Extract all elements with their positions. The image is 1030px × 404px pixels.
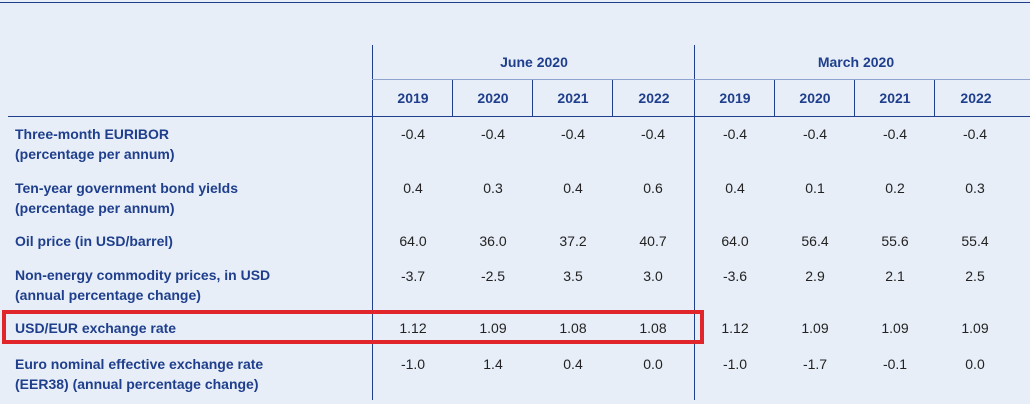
table-cell: 64.0 <box>721 233 749 249</box>
table-cell: 1.09 <box>801 320 829 336</box>
table-cell: 3.0 <box>643 268 663 284</box>
table-cell: -1.0 <box>400 356 426 372</box>
table-cell: 0.4 <box>403 180 423 196</box>
table-cell: 1.09 <box>479 320 507 336</box>
year-header: 2020 <box>799 90 831 106</box>
table-cell: 0.4 <box>563 180 583 196</box>
table-cell: 2.5 <box>965 268 985 284</box>
year-header: 2019 <box>397 90 429 106</box>
year-header: 2022 <box>638 90 670 106</box>
row-title: Ten-year government bond yields <box>15 180 239 196</box>
table-cell: -0.4 <box>480 126 506 142</box>
header-underline <box>8 116 1030 117</box>
year-header: 2019 <box>719 90 751 106</box>
year-header: 2021 <box>557 90 589 106</box>
table-cell: -1.0 <box>722 356 748 372</box>
table-cell: 0.1 <box>805 180 825 196</box>
table-cell: -0.4 <box>962 126 988 142</box>
table-cell: 2.9 <box>805 268 825 284</box>
table-cell: 64.0 <box>399 233 427 249</box>
main-divider <box>372 45 373 400</box>
table-cell: 55.6 <box>881 233 909 249</box>
table-cell: -0.4 <box>722 126 748 142</box>
row-subtitle: (percentage per annum) <box>15 146 175 162</box>
table-cell: 0.0 <box>643 356 663 372</box>
table-cell: -2.5 <box>480 268 506 284</box>
table-cell: 0.0 <box>965 356 985 372</box>
row-subtitle: (annual percentage change) <box>15 287 201 303</box>
year-divider <box>854 80 855 116</box>
year-divider <box>934 80 935 116</box>
year-divider <box>452 80 453 116</box>
row-label-bond-yields: Ten-year government bond yields (percent… <box>15 178 238 218</box>
table-cell: 1.08 <box>639 320 667 336</box>
year-header: 2020 <box>477 90 509 106</box>
table-cell: -1.7 <box>802 356 828 372</box>
group-header-march-2020: March 2020 <box>817 54 895 70</box>
group-header-june-2020: June 2020 <box>500 54 568 70</box>
row-label-oil-price: Oil price (in USD/barrel) <box>15 231 173 251</box>
table-cell: 2.1 <box>885 268 905 284</box>
row-title: Euro nominal effective exchange rate <box>15 356 264 372</box>
table-cell: -0.4 <box>400 126 426 142</box>
table-cell: 0.4 <box>725 180 745 196</box>
top-rule <box>0 2 1030 3</box>
row-title: Non-energy commodity prices, in USD <box>15 267 271 283</box>
row-subtitle: (percentage per annum) <box>15 200 175 216</box>
year-header: 2022 <box>960 90 992 106</box>
row-label-usd-eur: USD/EUR exchange rate <box>15 318 176 338</box>
table-cell: 0.2 <box>885 180 905 196</box>
table-cell: 37.2 <box>559 233 587 249</box>
table-cell: 36.0 <box>479 233 507 249</box>
year-divider <box>774 80 775 116</box>
table-cell: 3.5 <box>563 268 583 284</box>
table-cell: 56.4 <box>801 233 829 249</box>
table-cell: 1.09 <box>961 320 989 336</box>
year-divider <box>612 80 613 116</box>
row-label-euro-eer: Euro nominal effective exchange rate (EE… <box>15 354 263 394</box>
table-cell: 1.08 <box>559 320 587 336</box>
table-cell: 0.6 <box>643 180 663 196</box>
year-divider <box>532 80 533 116</box>
table-cell: -0.4 <box>802 126 828 142</box>
table-cell: 40.7 <box>639 233 667 249</box>
table-cell: -3.6 <box>722 268 748 284</box>
table-cell: 1.12 <box>399 320 427 336</box>
table-cell: 1.09 <box>881 320 909 336</box>
table-cell: 0.3 <box>965 180 985 196</box>
row-title: Three-month EURIBOR <box>15 126 169 142</box>
row-subtitle: (EER38) (annual percentage change) <box>15 376 259 392</box>
row-title: Oil price (in USD/barrel) <box>15 233 173 249</box>
table-cell: 1.4 <box>483 356 503 372</box>
table-cell: 0.4 <box>563 356 583 372</box>
table-cell: -0.4 <box>882 126 908 142</box>
row-label-euribor: Three-month EURIBOR (percentage per annu… <box>15 124 174 164</box>
group-divider <box>694 45 695 400</box>
year-header: 2021 <box>879 90 911 106</box>
table-cell: -0.1 <box>882 356 908 372</box>
table-cell: -0.4 <box>640 126 666 142</box>
table-cell: -3.7 <box>400 268 426 284</box>
row-title: USD/EUR exchange rate <box>15 320 177 336</box>
table-cell: -0.4 <box>560 126 586 142</box>
table-cell: 0.3 <box>483 180 503 196</box>
table-cell: 55.4 <box>961 233 989 249</box>
row-label-commodity-prices: Non-energy commodity prices, in USD (ann… <box>15 265 270 305</box>
table-cell: 1.12 <box>721 320 749 336</box>
group-underline <box>372 79 1030 80</box>
